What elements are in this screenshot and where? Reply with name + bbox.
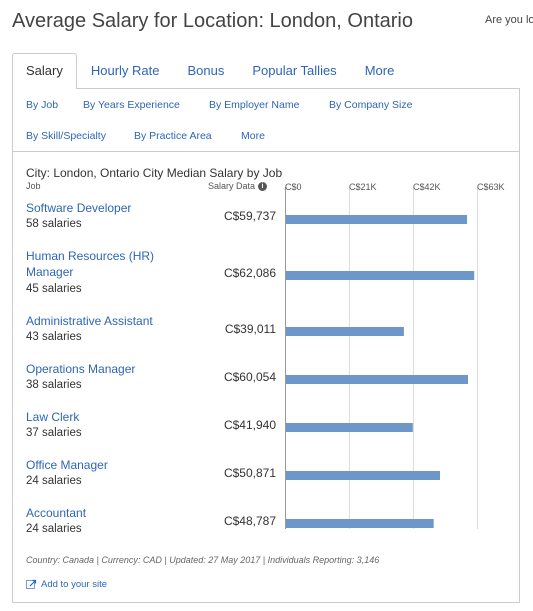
add-widget-icon	[26, 579, 37, 589]
job-count: 58 salaries	[26, 218, 82, 230]
job-count: 38 salaries	[26, 379, 82, 391]
add-to-site-label: Add to your site	[41, 579, 108, 590]
salary-data-column-header: Salary Data i	[208, 181, 268, 192]
tab-bar: Salary Hourly Rate Bonus Popular Tallies…	[12, 53, 408, 89]
x-tick-label: C$63K	[477, 182, 505, 192]
tab-more[interactable]: More	[364, 63, 395, 78]
salary-bar	[286, 271, 475, 280]
subnav-by-job[interactable]: By Job	[26, 99, 59, 111]
job-link-hr-manager[interactable]: Human Resources (HR) Manager	[26, 249, 155, 279]
page-title: Average Salary for Location: London, Ont…	[12, 10, 413, 32]
salary-data-label: Salary Data	[208, 181, 256, 191]
side-note: Are you lo	[485, 14, 533, 26]
subnav-by-years-experience[interactable]: By Years Experience	[83, 99, 180, 111]
salary-value: C$60,054	[223, 370, 276, 384]
subnav-more[interactable]: More	[241, 130, 265, 142]
job-link-law-clerk[interactable]: Law Clerk	[26, 410, 80, 424]
salary-bar	[286, 471, 441, 480]
job-count: 45 salaries	[26, 283, 82, 295]
job-count: 24 salaries	[26, 523, 82, 535]
salary-value: C$50,871	[223, 466, 276, 480]
salary-bar-chart: C$0 C$21K C$42K C$63K	[285, 182, 505, 529]
data-footer: Country: Canada | Currency: CAD | Update…	[26, 555, 380, 565]
job-link-accountant[interactable]: Accountant	[26, 506, 87, 520]
info-icon[interactable]: i	[258, 182, 268, 192]
subnav-by-company-size[interactable]: By Company Size	[329, 99, 413, 111]
salary-value: C$62,086	[223, 266, 276, 280]
salary-panel: By Job By Years Experience By Employer N…	[12, 88, 520, 603]
job-link-operations-manager[interactable]: Operations Manager	[26, 362, 136, 376]
x-tick-label: C$21K	[349, 182, 377, 192]
job-link-software-developer[interactable]: Software Developer	[26, 201, 132, 215]
tab-hourly-rate[interactable]: Hourly Rate	[90, 63, 160, 78]
chart-title: City: London, Ontario City Median Salary…	[26, 166, 283, 180]
job-count: 37 salaries	[26, 427, 82, 439]
x-tick-label: C$0	[285, 182, 302, 192]
job-link-administrative-assistant[interactable]: Administrative Assistant	[26, 314, 153, 328]
salary-bar	[286, 375, 469, 384]
job-column-header: Job	[26, 181, 41, 191]
salary-bar	[286, 423, 413, 432]
salary-value: C$48,787	[223, 514, 276, 528]
sub-navigation: By Job By Years Experience By Employer N…	[13, 89, 519, 152]
add-to-site-link[interactable]: Add to your site	[26, 579, 107, 590]
tab-popular-tallies[interactable]: Popular Tallies	[252, 63, 337, 78]
subnav-by-employer-name[interactable]: By Employer Name	[209, 99, 300, 111]
salary-bar	[286, 215, 468, 224]
job-link-office-manager[interactable]: Office Manager	[26, 458, 108, 472]
job-count: 24 salaries	[26, 475, 82, 487]
salary-value: C$39,011	[224, 322, 276, 336]
salary-bar	[286, 519, 434, 528]
salary-value: C$59,737	[223, 209, 276, 223]
subnav-by-skill-specialty[interactable]: By Skill/Specialty	[26, 130, 106, 142]
x-tick-label: C$42K	[413, 182, 441, 192]
tab-bonus[interactable]: Bonus	[187, 63, 225, 78]
subnav-by-practice-area[interactable]: By Practice Area	[134, 130, 212, 142]
job-count: 43 salaries	[26, 331, 82, 343]
tab-salary[interactable]: Salary	[12, 53, 77, 89]
salary-bar	[286, 327, 404, 336]
salary-value: C$41,940	[223, 418, 276, 432]
